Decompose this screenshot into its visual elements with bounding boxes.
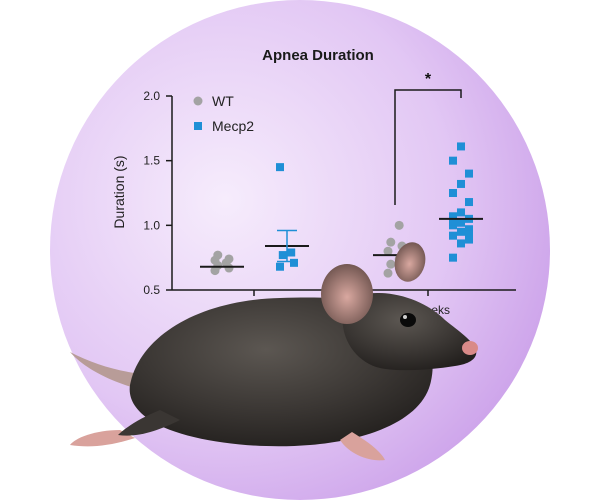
mean-lines (200, 217, 483, 268)
data-point-mecp2 (457, 179, 465, 188)
significance-bracket: * (394, 71, 462, 205)
legend-marker-wt (193, 96, 203, 106)
data-point-mecp2 (465, 198, 473, 207)
data-point-mecp2 (449, 189, 457, 197)
mouse-hind-paw (70, 430, 135, 447)
data-point-mecp2 (276, 163, 284, 172)
mouse-hind-leg (118, 410, 180, 436)
data-point-mecp2 (465, 230, 473, 239)
significance-line (394, 89, 462, 205)
data-point-wt (383, 268, 393, 278)
mouse-eye (400, 313, 416, 327)
data-point-mecp2 (449, 217, 457, 226)
y-axis-label: Duration (s) (111, 155, 127, 228)
data-point-wt (386, 259, 396, 269)
data-point-mecp2 (457, 227, 465, 236)
data-point-mecp2 (276, 262, 284, 271)
mouse-front-paw (340, 432, 385, 461)
chart-title: Apnea Duration (262, 47, 374, 64)
mouse-ear-right (394, 242, 426, 282)
data-point-mecp2 (287, 248, 296, 257)
data-point-mecp2 (465, 235, 473, 244)
data-point-mecp2 (449, 156, 457, 165)
data-point-mecp2 (457, 218, 465, 227)
data-point-wt (394, 220, 404, 230)
data-point-mecp2 (457, 142, 465, 151)
mouse-ear-left (321, 264, 373, 324)
data-point-mecp2 (465, 169, 473, 178)
mouse-head (342, 292, 477, 371)
legend: WT Mecp2 (193, 93, 254, 134)
mouse-nose (462, 341, 478, 355)
data-point-mecp2 (290, 258, 298, 267)
data-point-wt (213, 250, 223, 260)
mouse-eye-highlight (403, 315, 407, 319)
data-point-wt (386, 237, 396, 247)
y-tick-label: 1.0 (143, 218, 160, 232)
data-point-mecp2 (457, 239, 465, 248)
y-tick-label: 2.0 (143, 89, 160, 103)
legend-marker-mecp2 (194, 122, 202, 130)
legend-label-mecp2: Mecp2 (212, 118, 254, 134)
data-point-mecp2 (449, 212, 457, 221)
y-ticks: 0.5 1.0 1.5 2.0 (143, 89, 172, 297)
y-tick-label: 1.5 (143, 154, 160, 168)
data-point-wt (383, 246, 393, 256)
data-point-mecp2 (449, 253, 457, 262)
data-point-mecp2 (278, 251, 287, 260)
data-point-mecp2 (457, 208, 465, 217)
legend-label-wt: WT (212, 93, 234, 109)
significance-star: * (425, 71, 432, 88)
data-point-mecp2 (449, 231, 457, 240)
data-point-wt (224, 254, 234, 264)
y-tick-label: 0.5 (143, 283, 160, 297)
mouse-illustration (70, 242, 478, 461)
data-point-mecp2 (465, 225, 473, 234)
